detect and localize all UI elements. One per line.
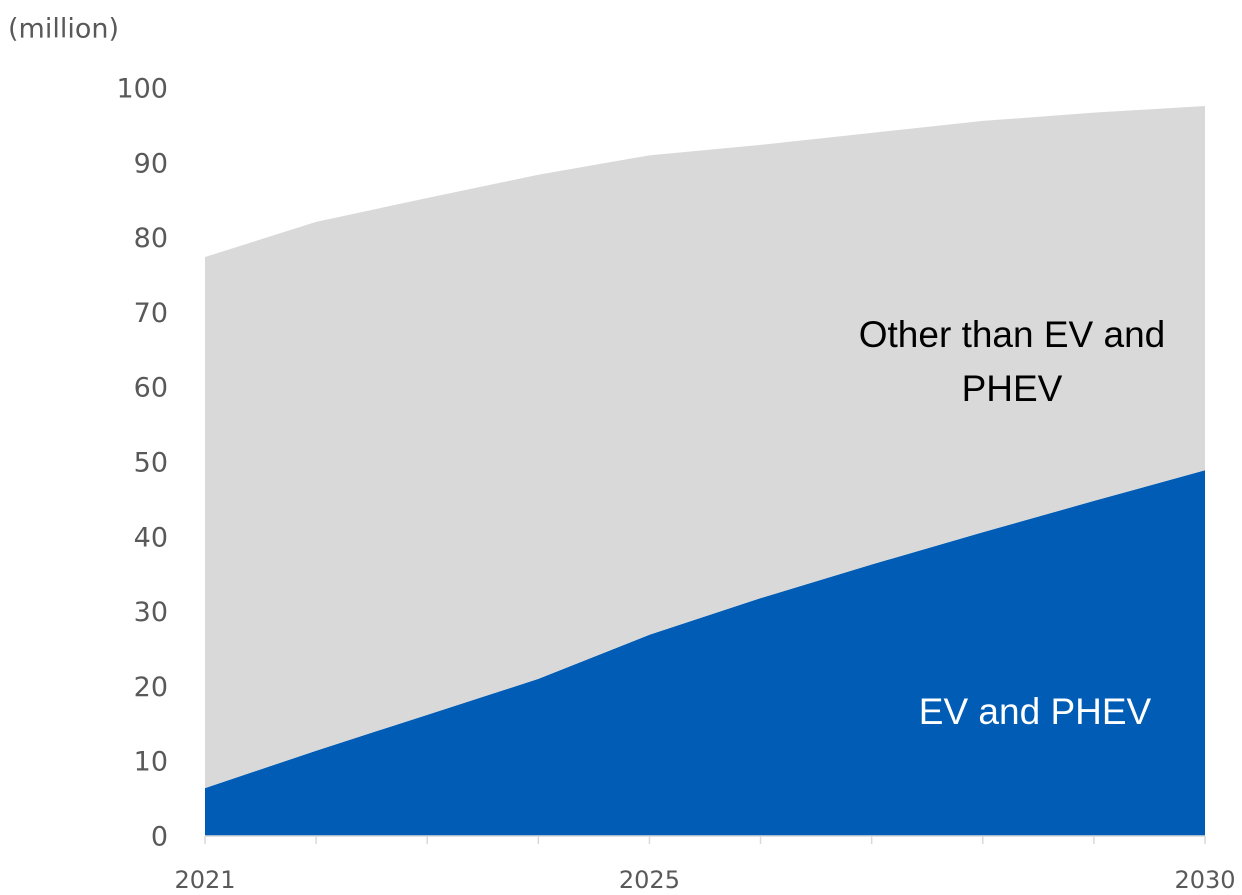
y-tick-label: 60 [134,373,168,404]
y-tick-label: 90 [134,148,168,179]
y-tick-label: 0 [151,822,168,853]
y-tick-label: 20 [134,672,168,703]
y-tick-label: 10 [134,747,168,778]
series-label: Other than EV and PHEV [858,314,1166,409]
area [205,470,1205,836]
y-tick-label: 40 [134,522,168,553]
x-tick-label: 2021 [174,866,235,894]
y-tick-label: 100 [116,74,168,105]
area [205,105,1205,789]
y-tick-label: 70 [134,298,168,329]
y-axis-label: (million) [8,14,119,45]
y-tick-label: 30 [134,597,168,628]
x-tick-label: 2025 [619,866,680,894]
series-label: EV and PHEV [918,691,1152,732]
y-tick-label: 80 [134,223,168,254]
y-tick-label: 50 [134,448,168,479]
x-tick-label: 2030 [1174,866,1235,894]
